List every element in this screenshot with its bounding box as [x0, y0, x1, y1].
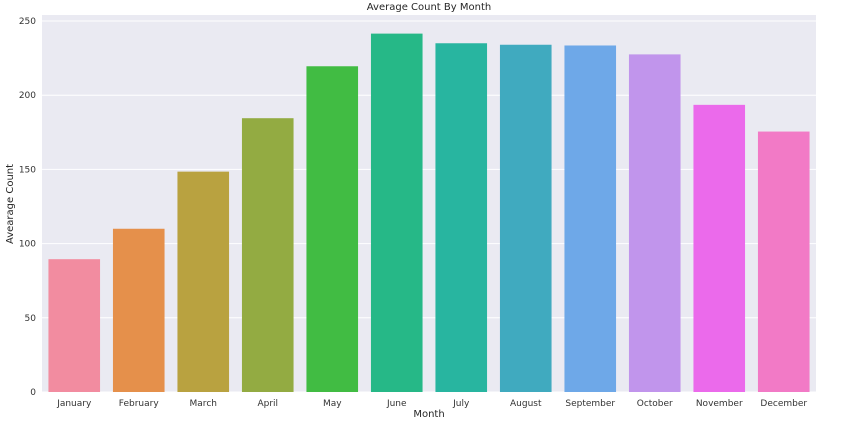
- bars: [48, 33, 810, 393]
- bar-april: [241, 118, 294, 393]
- x-tick-label: April: [257, 399, 278, 409]
- x-tick-label: June: [386, 399, 407, 409]
- y-tick-label: 250: [19, 17, 36, 27]
- x-tick-label: January: [56, 399, 92, 409]
- plot-area: [42, 15, 816, 392]
- bar-february: [112, 228, 165, 392]
- x-tick-label: December: [760, 399, 807, 409]
- bar-august: [499, 44, 552, 393]
- x-tick-label: October: [637, 399, 673, 409]
- bar-march: [177, 171, 230, 392]
- chart-title: Average Count By Month: [367, 2, 491, 13]
- bar-july: [435, 43, 488, 392]
- x-tick-label: August: [510, 399, 542, 409]
- x-tick-label: September: [565, 399, 615, 409]
- y-tick-label: 150: [19, 165, 36, 175]
- x-tick-label: March: [190, 399, 217, 409]
- y-axis-ticks: 0 50 100 150 200 250: [19, 17, 36, 398]
- bar-june: [370, 33, 423, 392]
- y-tick-label: 0: [30, 388, 36, 398]
- x-tick-label: July: [452, 399, 470, 409]
- y-axis-label: Avearage Count: [5, 164, 16, 244]
- x-tick-label: May: [323, 399, 342, 409]
- x-tick-label: November: [696, 399, 743, 409]
- y-tick-label: 100: [19, 240, 36, 250]
- bar-may: [306, 66, 359, 393]
- x-tick-label: February: [119, 399, 160, 409]
- x-axis-label: Month: [413, 409, 444, 420]
- bar-november: [693, 104, 746, 392]
- gridlines: [42, 20, 816, 393]
- y-tick-label: 200: [19, 91, 36, 101]
- x-axis-ticks: January February March April May June July Augu…: [56, 399, 807, 409]
- bar-september: [564, 45, 617, 393]
- bar-december: [757, 131, 810, 393]
- bar-october: [628, 54, 681, 392]
- y-tick-label: 50: [25, 314, 37, 324]
- bar-january: [48, 259, 101, 392]
